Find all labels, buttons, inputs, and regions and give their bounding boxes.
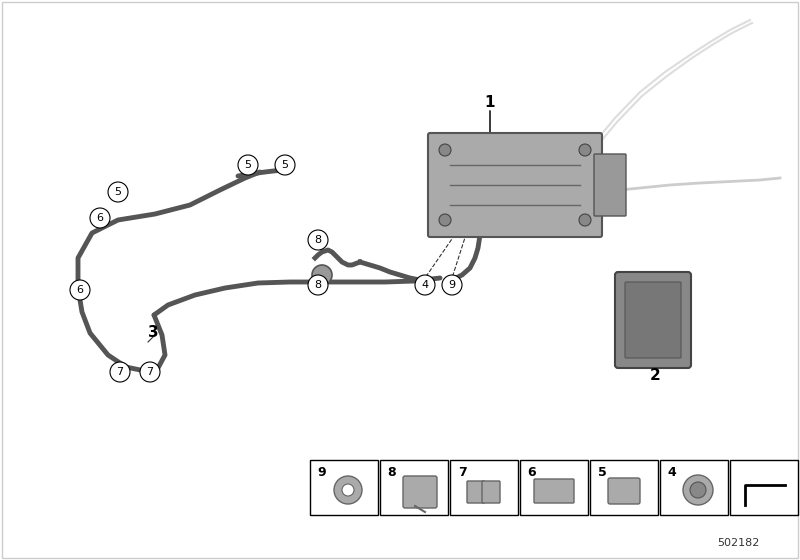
Text: 3: 3 [148, 324, 158, 339]
FancyBboxPatch shape [467, 481, 485, 503]
Bar [660, 460, 728, 515]
Circle shape [439, 214, 451, 226]
Text: 5: 5 [114, 187, 122, 197]
Text: 1: 1 [485, 95, 495, 110]
Text: 9: 9 [318, 465, 326, 478]
Circle shape [308, 275, 328, 295]
FancyBboxPatch shape [615, 272, 691, 368]
Circle shape [110, 362, 130, 382]
Text: 6: 6 [528, 465, 536, 478]
Bar [380, 460, 448, 515]
Text: 8: 8 [314, 235, 322, 245]
Circle shape [312, 265, 332, 285]
FancyBboxPatch shape [594, 154, 626, 216]
Circle shape [238, 155, 258, 175]
Bar [730, 460, 798, 515]
Text: 5: 5 [245, 160, 251, 170]
Circle shape [579, 144, 591, 156]
Bar [450, 460, 518, 515]
Bar [590, 460, 658, 515]
FancyBboxPatch shape [482, 481, 500, 503]
Circle shape [308, 230, 328, 250]
Text: 6: 6 [77, 285, 83, 295]
Circle shape [439, 144, 451, 156]
Circle shape [683, 475, 713, 505]
Text: 502182: 502182 [718, 538, 760, 548]
Text: 7: 7 [146, 367, 154, 377]
FancyBboxPatch shape [625, 282, 681, 358]
Circle shape [415, 275, 435, 295]
Text: 2: 2 [650, 367, 660, 382]
Circle shape [108, 182, 128, 202]
Circle shape [70, 280, 90, 300]
FancyBboxPatch shape [608, 478, 640, 504]
Text: 8: 8 [314, 280, 322, 290]
Text: 9: 9 [449, 280, 455, 290]
FancyBboxPatch shape [403, 476, 437, 508]
Text: 5: 5 [282, 160, 289, 170]
Circle shape [334, 476, 362, 504]
Bar [520, 460, 588, 515]
Bar [310, 460, 378, 515]
Circle shape [442, 275, 462, 295]
Circle shape [579, 214, 591, 226]
Text: 4: 4 [668, 465, 676, 478]
Text: 7: 7 [117, 367, 123, 377]
Text: 5: 5 [598, 465, 606, 478]
Text: 7: 7 [458, 465, 466, 478]
FancyBboxPatch shape [428, 133, 602, 237]
Circle shape [690, 482, 706, 498]
Text: 6: 6 [97, 213, 103, 223]
Circle shape [140, 362, 160, 382]
Text: 8: 8 [388, 465, 396, 478]
Circle shape [342, 484, 354, 496]
FancyBboxPatch shape [534, 479, 574, 503]
Circle shape [90, 208, 110, 228]
Circle shape [275, 155, 295, 175]
Text: 4: 4 [422, 280, 429, 290]
